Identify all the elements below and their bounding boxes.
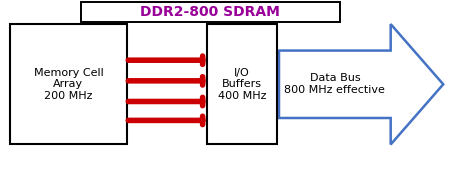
Polygon shape — [279, 24, 443, 144]
Bar — [81, 2, 340, 22]
Bar — [10, 24, 127, 144]
Text: DDR2-800 SDRAM: DDR2-800 SDRAM — [140, 5, 280, 19]
Text: I/O
Buffers
400 MHz: I/O Buffers 400 MHz — [218, 68, 266, 101]
Text: Memory Cell
Array
200 MHz: Memory Cell Array 200 MHz — [33, 68, 103, 101]
Bar — [207, 24, 277, 144]
Text: Data Bus
800 MHz effective: Data Bus 800 MHz effective — [284, 73, 385, 95]
